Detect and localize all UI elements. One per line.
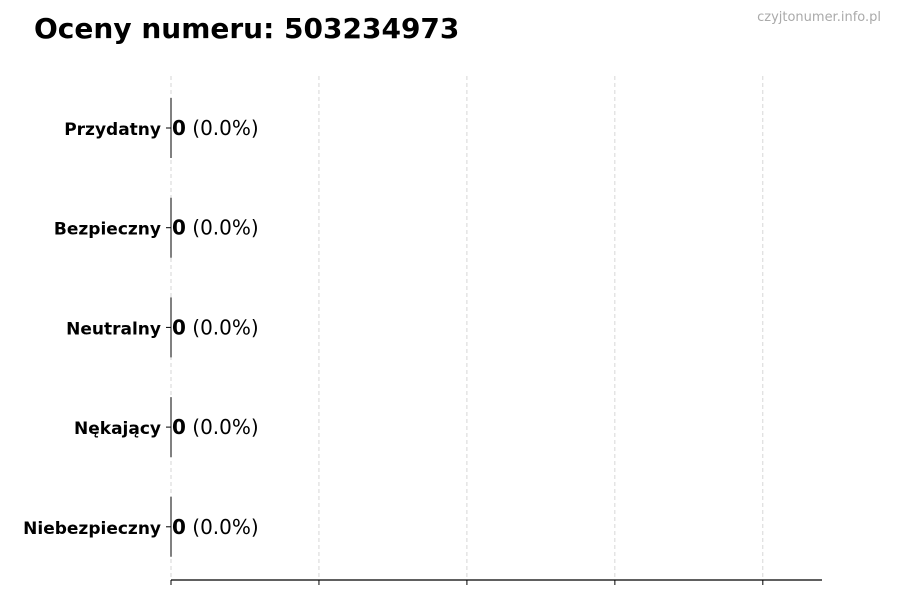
watermark: czyjtonumer.info.pl [757,10,881,25]
data-label: 0 (0.0%) [172,315,259,339]
percent-label: (0.0%) [186,116,259,140]
category-label: Przydatny [64,120,161,140]
data-label: 0 (0.0%) [172,216,259,240]
data-label: 0 (0.0%) [172,116,259,140]
count-label: 0 [172,415,186,439]
percent-label: (0.0%) [186,216,259,240]
count-label: 0 [172,515,186,539]
category-label: Bezpieczny [54,220,161,240]
category-label: Neutralny [66,319,161,339]
chart-title: Oceny numeru: 503234973 [34,12,460,45]
category-label: Niebezpieczny [23,519,161,539]
count-label: 0 [172,315,186,339]
category-label: Nękający [74,419,161,439]
data-label: 0 (0.0%) [172,515,259,539]
count-label: 0 [172,116,186,140]
percent-label: (0.0%) [186,515,259,539]
data-label: 0 (0.0%) [172,415,259,439]
percent-label: (0.0%) [186,415,259,439]
count-label: 0 [172,216,186,240]
percent-label: (0.0%) [186,315,259,339]
